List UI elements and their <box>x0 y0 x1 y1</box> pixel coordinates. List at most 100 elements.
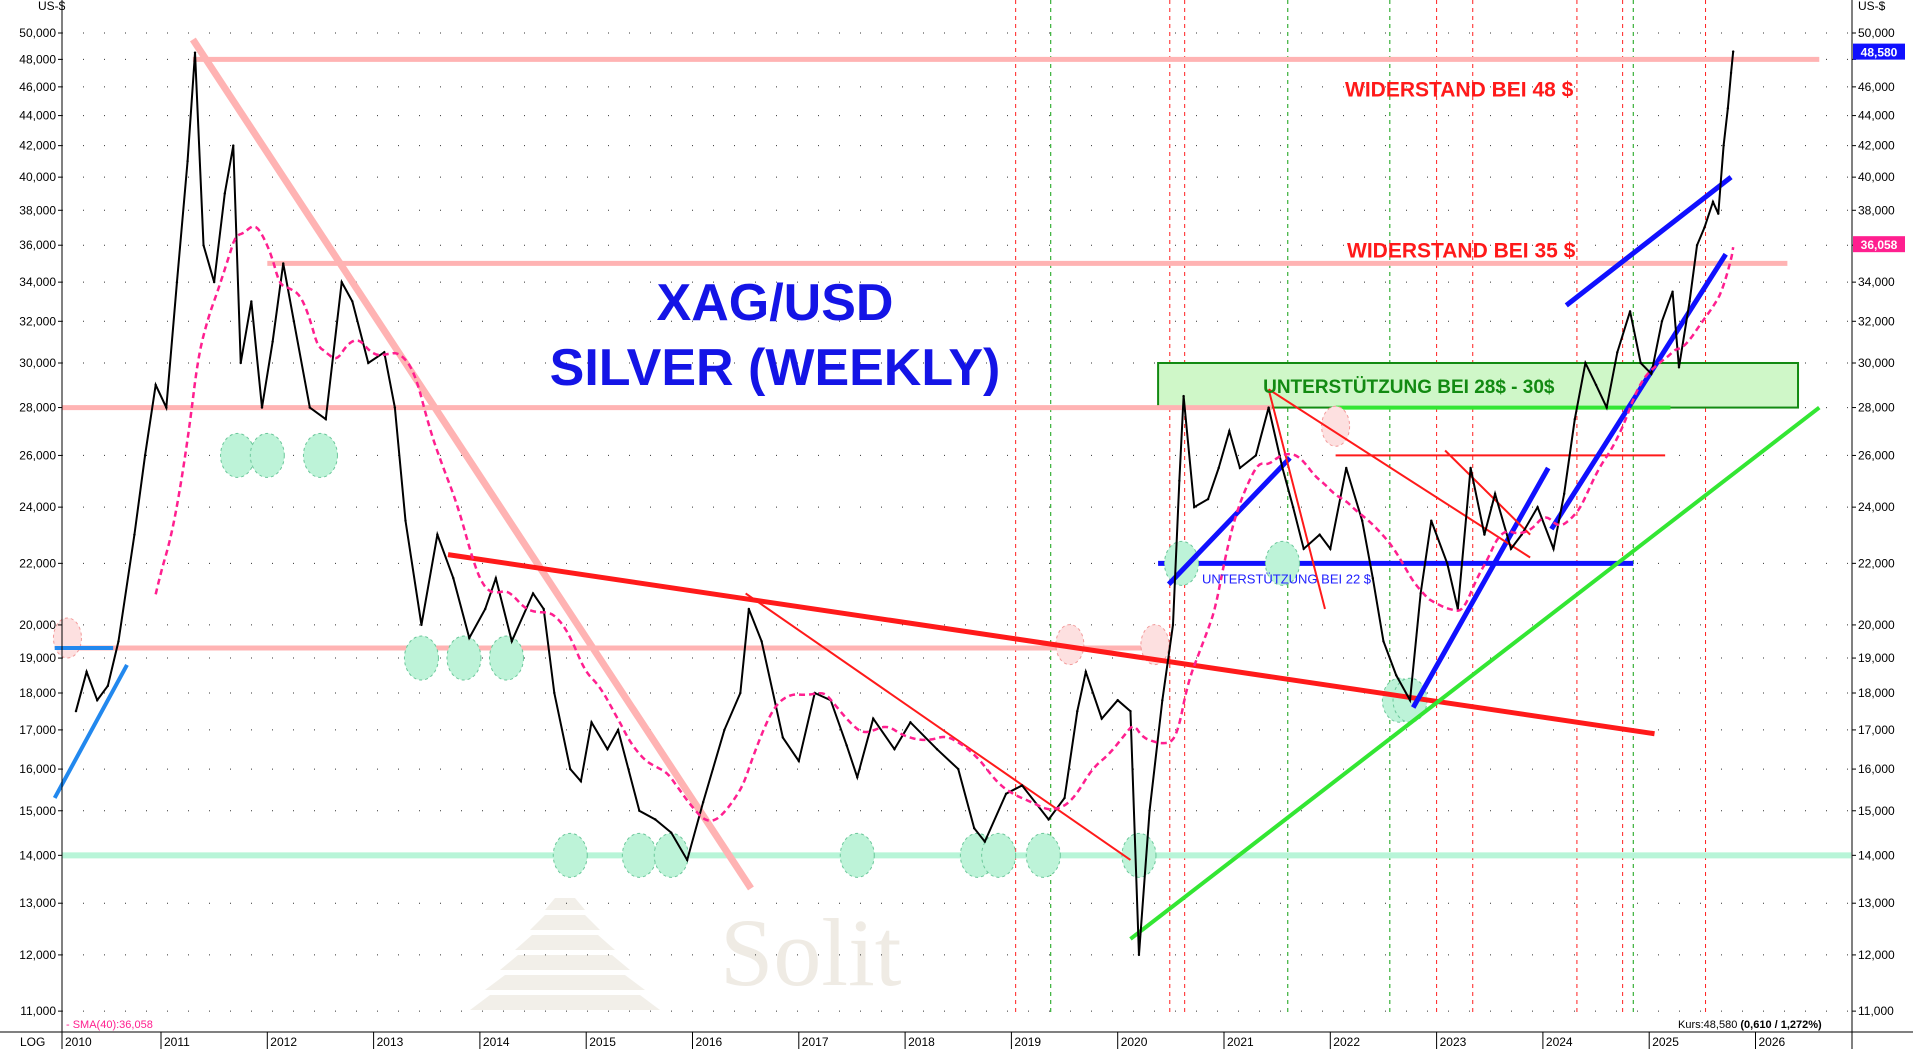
price-point <box>1129 709 1132 713</box>
price-point <box>468 636 471 640</box>
x-tick-label: 2025 <box>1652 1035 1679 1049</box>
price-point <box>1552 547 1555 551</box>
price-point <box>1483 533 1486 536</box>
support-marker <box>302 432 338 478</box>
price-point <box>747 607 751 611</box>
trendline-light-blue <box>52 663 129 799</box>
support-marker <box>446 635 482 681</box>
y-tick-label-right: 13,000 <box>1858 896 1895 910</box>
price-point <box>1430 519 1433 522</box>
sma-40-line <box>154 225 1735 822</box>
price-point <box>271 340 274 344</box>
support-marker <box>1264 540 1300 586</box>
price-point <box>1605 406 1608 409</box>
price-point <box>1171 623 1175 627</box>
y-tick-label-left: 26,000 <box>19 448 56 462</box>
price-point <box>1161 699 1164 702</box>
price-point <box>1281 466 1284 470</box>
price-point <box>569 767 572 771</box>
price-point <box>1076 709 1079 713</box>
price-point <box>845 744 848 747</box>
y-tick-label-left: 48,000 <box>19 52 56 66</box>
last-price-value: 48,580 <box>1861 46 1898 60</box>
support-marker <box>1025 832 1061 878</box>
price-point <box>1509 547 1513 551</box>
price-point <box>1228 429 1231 433</box>
y-tick-label-right: 50,000 <box>1858 26 1895 40</box>
y-tick-label-right: 17,000 <box>1858 723 1895 737</box>
y-tick-label-right: 19,000 <box>1858 651 1895 665</box>
price-point <box>1671 290 1674 293</box>
price-point <box>1726 107 1730 110</box>
price-line <box>74 51 1735 955</box>
price-point <box>154 383 157 387</box>
y-tick-label-right: 42,000 <box>1858 139 1895 153</box>
y-tick-label-right: 30,000 <box>1858 356 1895 370</box>
price-point <box>1469 466 1472 470</box>
price-point <box>1318 533 1321 536</box>
y-tick-label-right: 15,000 <box>1858 804 1895 818</box>
last-price-badge: 48,580 <box>1853 43 1905 60</box>
y-tick-label-right: 16,000 <box>1858 762 1895 776</box>
price-point <box>701 801 705 804</box>
price-point <box>85 670 88 674</box>
price-point <box>1419 592 1422 595</box>
scale-label: LOG <box>20 1035 45 1049</box>
price-point <box>1217 466 1220 470</box>
price-point <box>781 736 785 739</box>
x-tick-label: 2021 <box>1227 1035 1254 1049</box>
y-tick-label-left: 17,000 <box>19 723 56 737</box>
price-point <box>590 721 593 724</box>
support-marker <box>653 832 689 878</box>
price-point <box>1267 406 1270 409</box>
x-tick-label: 2024 <box>1546 1035 1573 1049</box>
price-point <box>983 840 987 843</box>
support-zone-label: UNTERSTÜTZUNG BEI 28$ - 30$ <box>1263 377 1555 398</box>
price-point <box>1206 497 1210 501</box>
price-point <box>282 262 285 265</box>
price-point <box>1148 809 1151 812</box>
price-point <box>670 831 673 834</box>
horizontal-levels <box>62 56 1852 859</box>
price-point <box>1562 492 1566 496</box>
price-point <box>340 280 343 284</box>
support-marker <box>220 432 256 478</box>
x-tick-label: 2012 <box>270 1035 297 1049</box>
price-point <box>1345 466 1348 470</box>
y-tick-label-right: 40,000 <box>1858 170 1895 184</box>
price-point <box>1703 226 1706 229</box>
support-marker <box>621 832 657 878</box>
price-point <box>1616 351 1619 354</box>
price-point <box>760 640 763 643</box>
price-point <box>143 454 147 457</box>
price-point <box>616 728 620 732</box>
trendline-blue <box>1564 175 1733 308</box>
price-point <box>1695 244 1699 247</box>
price-point <box>542 607 545 611</box>
grid <box>62 32 1852 1012</box>
price-point <box>654 818 657 821</box>
trendline-red-thin <box>1444 449 1531 536</box>
y-unit-right: US-$ <box>1858 0 1886 13</box>
price-point <box>202 244 205 247</box>
axis-ticks: 11,000 11,000 12,000 12,000 13,000 13,000 14,0… <box>19 26 1895 1049</box>
price-point <box>1536 505 1539 509</box>
price-point <box>212 280 216 284</box>
support-marker <box>981 832 1017 878</box>
price-point <box>117 640 120 643</box>
price-point <box>436 533 439 536</box>
x-tick-label: 2020 <box>1121 1035 1148 1049</box>
price-point <box>1594 383 1598 387</box>
support-zone-28-30 <box>1157 361 1800 409</box>
y-unit-left: US-$ <box>38 0 66 13</box>
price-point <box>1639 361 1642 365</box>
price-point <box>1382 640 1385 643</box>
price-point <box>1717 212 1720 215</box>
x-tick-label: 2022 <box>1333 1035 1360 1049</box>
y-tick-label-right: 18,000 <box>1858 686 1895 700</box>
price-point <box>193 51 197 54</box>
subtitle: SILVER (WEEKLY) <box>550 339 1001 397</box>
price-point <box>1729 71 1733 75</box>
